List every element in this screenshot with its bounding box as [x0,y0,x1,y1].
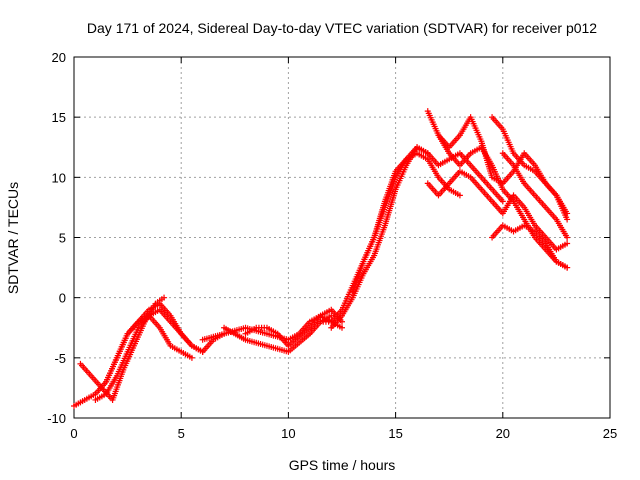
series-track-n [489,114,571,223]
series-track-p [499,150,571,241]
chart-title: Day 171 of 2024, Sidereal Day-to-day VTE… [87,20,597,36]
data-point-marker [339,318,345,325]
data-point-marker [188,354,195,361]
data-point-marker [424,150,431,157]
x-tick-label: 15 [388,426,402,441]
y-tick-label: 5 [59,231,66,246]
x-tick-label: 5 [178,426,185,441]
data-point-marker [564,216,571,223]
series-track-o [489,222,571,271]
y-axis-label: SDTVAR / TECUs [5,182,21,294]
data-point-marker [564,264,571,271]
series-track-b [77,294,168,403]
x-tick-label: 0 [70,426,77,441]
y-tick-label: 20 [52,50,66,65]
data-point-marker [564,240,571,247]
data-point-marker [161,294,168,301]
series-track-l [424,168,571,253]
data-points [71,108,571,409]
series-track-f [221,312,335,355]
y-tick-label: 15 [52,110,66,125]
data-point-marker [456,192,463,199]
y-tick-label: 10 [52,170,66,185]
x-tick-label: 25 [603,426,617,441]
x-axis-label: GPS time / hours [289,457,396,473]
data-point-marker [328,312,335,319]
series-track-d [103,312,195,385]
x-tick-label: 20 [496,426,510,441]
data-point-marker [564,234,571,241]
y-tick-labels: -10 -5 0 5 10 15 20 [47,50,66,426]
y-tick-label: -10 [47,411,66,426]
series-track-j [349,144,431,295]
axis-ticks [73,56,611,419]
y-tick-label: -5 [54,351,66,366]
data-point-marker [339,324,345,331]
y-tick-label: 0 [59,291,66,306]
x-tick-label: 10 [281,426,295,441]
data-point-marker [499,198,506,205]
x-tick-labels: 0 5 10 15 20 25 [70,426,617,441]
